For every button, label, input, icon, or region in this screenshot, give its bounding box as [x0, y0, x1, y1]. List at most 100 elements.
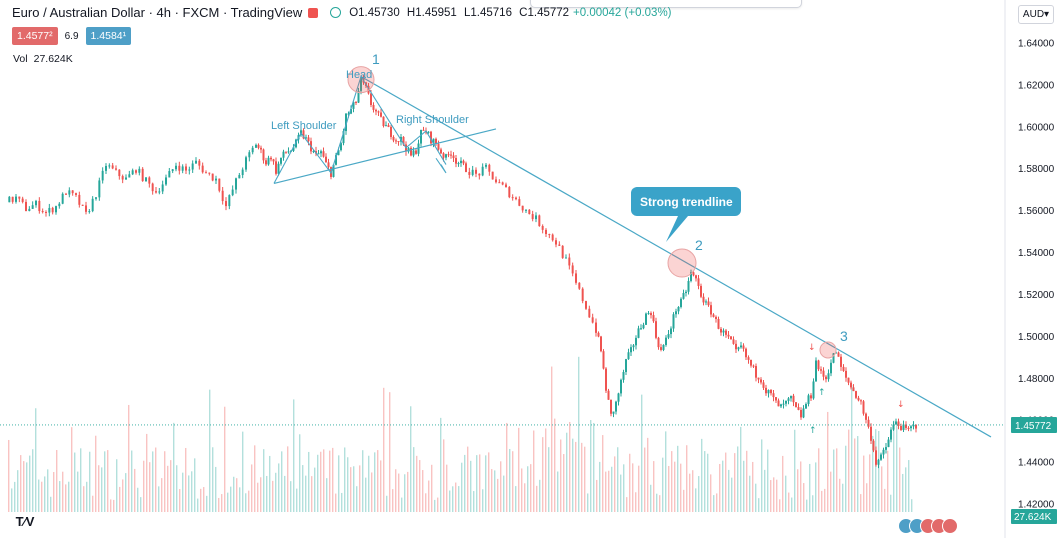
candle-body: [432, 138, 435, 144]
open-value: O1.45730: [349, 6, 400, 19]
volume-bar: [437, 497, 439, 512]
volume-bar: [113, 499, 115, 512]
candle-body: [465, 163, 467, 172]
volume-bar: [98, 465, 100, 512]
close-value: C1.45772: [519, 6, 570, 19]
touch-number-2[interactable]: 2: [695, 237, 703, 253]
price-tick-label: 1.48000: [1018, 374, 1055, 385]
reset-button-icon[interactable]: [942, 518, 958, 534]
volume-bar: [677, 445, 679, 512]
volume-bar: [365, 477, 367, 512]
candle-body: [905, 424, 907, 428]
candle-body: [842, 366, 845, 371]
volume-bar: [764, 469, 766, 512]
volume-bar: [14, 481, 16, 512]
volume-bar: [122, 479, 124, 512]
volume-bar: [863, 455, 865, 512]
candle-body: [632, 345, 635, 348]
candle-body: [548, 234, 551, 236]
currency-dropdown[interactable]: AUD▾: [1018, 5, 1054, 24]
candle-body: [830, 362, 832, 374]
volume-bar: [326, 478, 328, 512]
volume-bar: [893, 420, 895, 512]
candle-body: [528, 209, 531, 215]
touch-number-3[interactable]: 3: [840, 328, 848, 344]
buy-button[interactable]: 1.4584¹: [85, 27, 132, 45]
volume-bar: [41, 481, 43, 512]
volume-bar: [839, 478, 841, 512]
volume-bar: [830, 471, 832, 512]
volume-bar: [440, 417, 442, 512]
right-shoulder-label[interactable]: Right Shoulder: [396, 114, 469, 126]
top-toolbar-panel[interactable]: [530, 0, 802, 8]
left-shoulder-label[interactable]: Left Shoulder: [271, 120, 337, 132]
candle-body: [380, 112, 382, 117]
candle-body: [475, 169, 477, 174]
volume-bar: [38, 479, 40, 512]
candle-body: [737, 347, 740, 350]
head-shoulders-pattern[interactable]: [273, 75, 447, 184]
volume-bar: [587, 493, 589, 512]
volume-bar: [419, 460, 421, 512]
volume-bar: [164, 451, 166, 512]
volume-bar: [86, 481, 88, 512]
candle-body: [538, 215, 541, 227]
candle-body: [390, 126, 392, 137]
volume-bar: [50, 496, 52, 512]
volume-bar: [47, 469, 49, 512]
candle-body: [98, 180, 101, 198]
touch-point-circle[interactable]: [347, 66, 375, 94]
candle-body: [322, 151, 325, 157]
sell-button[interactable]: 1.4577²: [12, 27, 58, 45]
touch-number-1[interactable]: 1: [372, 51, 380, 67]
volume-bar: [176, 465, 178, 512]
volume-bar: [251, 464, 253, 512]
candle-body: [111, 165, 114, 169]
candle-body: [551, 234, 554, 241]
candle-body: [895, 421, 897, 425]
candle-body: [707, 301, 710, 306]
volume-bar: [644, 447, 646, 512]
visibility-toggle-icon[interactable]: [308, 7, 319, 18]
candle-body: [667, 334, 670, 338]
navigation-buttons[interactable]: [898, 518, 958, 534]
volume-bar: [596, 479, 598, 512]
symbol-title[interactable]: Euro / Australian Dollar · 4h · FXCM · T…: [12, 5, 303, 20]
volume-bar: [689, 473, 691, 512]
candle-body: [285, 151, 287, 153]
callout-box[interactable]: [631, 187, 741, 216]
volume-bar: [224, 406, 226, 512]
volume-bar: [740, 426, 742, 512]
candle-body: [265, 160, 267, 165]
candle-body: [735, 343, 737, 350]
candle-body: [597, 332, 600, 337]
volume-bar: [515, 486, 517, 512]
volume-bar: [638, 465, 640, 512]
candle-body: [287, 151, 290, 153]
touch-point-circle[interactable]: [819, 341, 837, 359]
candle-body: [712, 314, 715, 317]
volume-bar: [803, 483, 805, 512]
candle-body: [825, 376, 827, 380]
candle-body: [755, 366, 757, 378]
touch-point-circle[interactable]: [667, 248, 697, 278]
candle-body: [887, 439, 890, 448]
candle-body: [915, 424, 917, 429]
head-label[interactable]: Head: [346, 69, 372, 81]
candle-body: [765, 387, 767, 394]
candle-body: [138, 168, 141, 173]
neckline-trendline[interactable]: [273, 128, 497, 184]
volume-bar: [281, 451, 283, 512]
volume-bar: [617, 447, 619, 512]
candle-body: [350, 108, 352, 114]
candle-body: [255, 144, 257, 148]
candle-body: [397, 141, 400, 143]
volume-bar: [776, 479, 778, 512]
volume-bar: [413, 447, 415, 512]
volume-bar: [311, 476, 313, 512]
volume-bar: [719, 464, 721, 512]
volume-bar: [458, 486, 460, 512]
volume-bar: [815, 462, 817, 512]
tradingview-logo-icon[interactable]: T⁄V: [15, 513, 35, 529]
